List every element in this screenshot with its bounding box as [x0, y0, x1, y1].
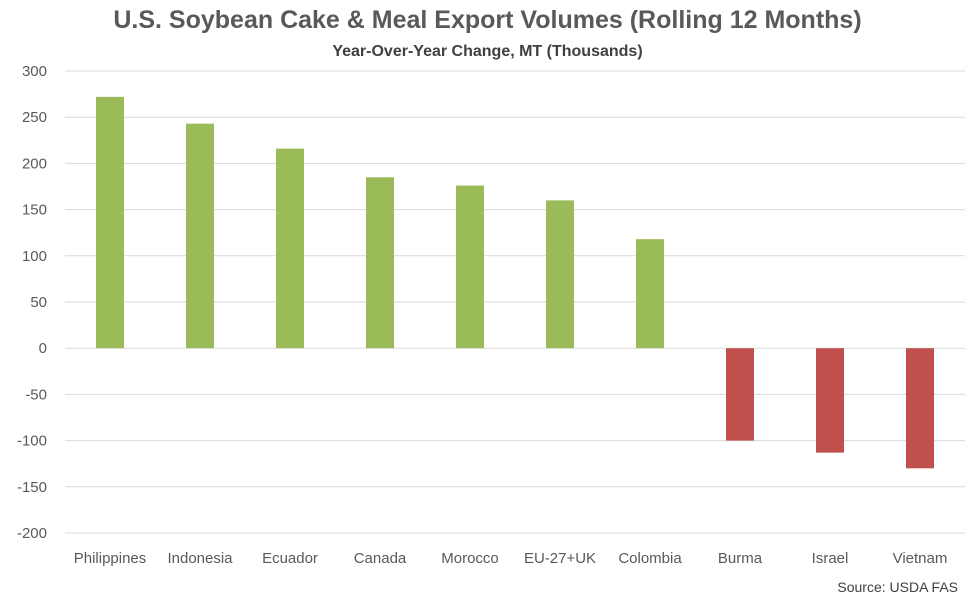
x-tick-label: Colombia: [618, 550, 682, 567]
y-tick-label: -100: [17, 433, 47, 450]
bar-canada: [366, 177, 394, 349]
y-tick-label: -150: [17, 479, 47, 496]
bar-colombia: [636, 239, 664, 349]
bar-israel: [816, 348, 844, 453]
x-tick-label: Morocco: [441, 550, 499, 567]
bar-morocco: [456, 185, 484, 349]
x-tick-label: Canada: [354, 550, 407, 567]
y-tick-label: -50: [25, 386, 47, 403]
x-tick-label: EU-27+UK: [524, 550, 596, 567]
y-axis: 300 250 200 150 100 50 0 -50 -100 -150 -200: [17, 63, 47, 542]
bar-ecuador: [276, 148, 304, 349]
y-tick-label: -200: [17, 525, 47, 542]
y-tick-label: 150: [22, 202, 47, 219]
bar-eu-27-uk: [546, 200, 574, 349]
x-tick-label: Israel: [812, 550, 849, 567]
y-tick-label: 200: [22, 155, 47, 172]
y-tick-label: 0: [39, 340, 47, 357]
bar-indonesia: [186, 123, 214, 349]
source-note: Source: USDA FAS: [837, 579, 958, 595]
gridlines: [65, 70, 965, 534]
x-tick-label: Burma: [718, 550, 763, 567]
bar-philippines: [96, 96, 124, 349]
chart-title: U.S. Soybean Cake & Meal Export Volumes …: [113, 6, 862, 34]
bar-burma: [726, 348, 754, 441]
y-tick-label: 300: [22, 63, 47, 80]
bars: [96, 96, 934, 469]
y-tick-label: 250: [22, 109, 47, 126]
y-tick-label: 50: [30, 294, 47, 311]
chart-subtitle: Year-Over-Year Change, MT (Thousands): [332, 43, 643, 60]
y-tick-label: 100: [22, 248, 47, 265]
bar-vietnam: [906, 348, 934, 469]
x-tick-label: Indonesia: [167, 550, 233, 567]
x-tick-label: Vietnam: [893, 550, 948, 567]
x-tick-label: Philippines: [74, 550, 147, 567]
x-tick-label: Ecuador: [262, 550, 318, 567]
x-axis: Philippines Indonesia Ecuador Canada Morocco…: [74, 550, 948, 567]
